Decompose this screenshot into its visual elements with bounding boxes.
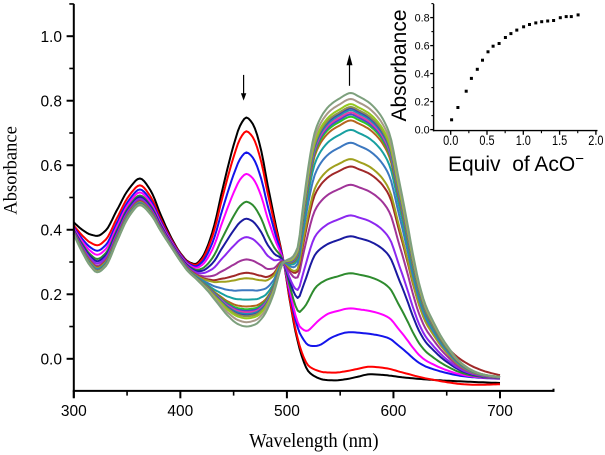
svg-text:2.0: 2.0 <box>588 132 603 148</box>
svg-text:0.0: 0.0 <box>415 125 430 137</box>
svg-text:0.6: 0.6 <box>40 158 62 175</box>
svg-text:1.0: 1.0 <box>516 132 531 148</box>
svg-text:700: 700 <box>487 403 513 420</box>
svg-text:Absorbance: Absorbance <box>388 9 411 121</box>
svg-text:0.0: 0.0 <box>40 352 62 369</box>
svg-text:0.4: 0.4 <box>415 69 430 81</box>
svg-text:0.5: 0.5 <box>479 132 494 148</box>
svg-text:0.2: 0.2 <box>415 97 430 109</box>
svg-text:600: 600 <box>380 403 406 420</box>
svg-text:0.8: 0.8 <box>40 94 62 111</box>
svg-text:0.8: 0.8 <box>415 13 430 25</box>
svg-text:0.6: 0.6 <box>415 41 430 53</box>
svg-text:1.0: 1.0 <box>40 29 62 46</box>
svg-text:1.5: 1.5 <box>552 132 567 148</box>
svg-text:400: 400 <box>167 403 193 420</box>
svg-text:500: 500 <box>274 403 300 420</box>
svg-text:0.4: 0.4 <box>40 223 62 240</box>
svg-text:Equiv of AcO−: Equiv of AcO− <box>448 151 584 177</box>
svg-text:0.2: 0.2 <box>40 287 62 304</box>
svg-text:Absorbance: Absorbance <box>2 126 22 214</box>
svg-text:0.0: 0.0 <box>443 132 458 148</box>
svg-text:Wavelength (nm): Wavelength (nm) <box>249 430 379 452</box>
svg-text:300: 300 <box>61 403 87 420</box>
